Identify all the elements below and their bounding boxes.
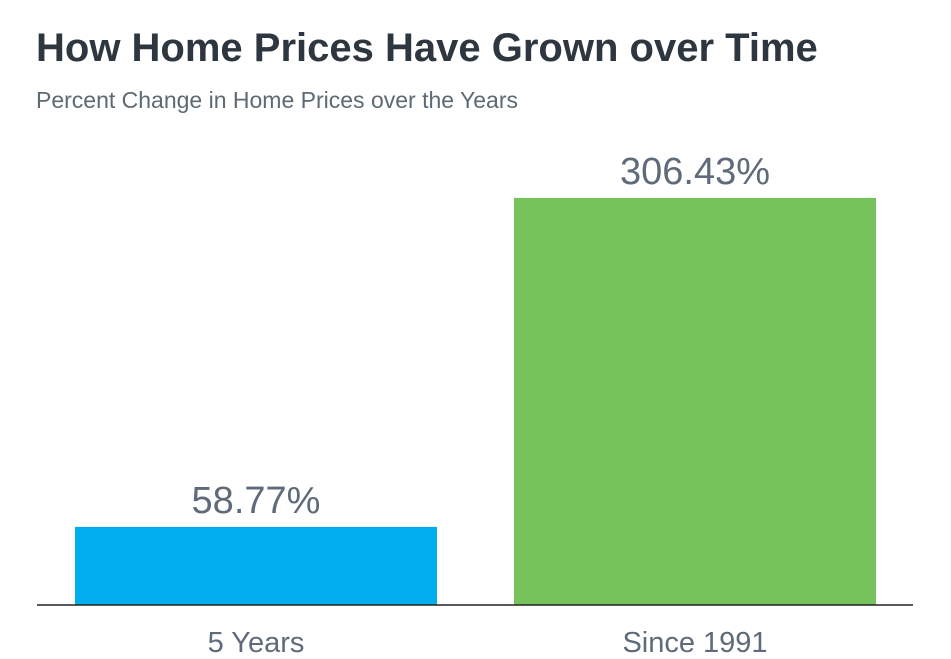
bar-1 — [75, 526, 437, 605]
chart-subtitle: Percent Change in Home Prices over the Y… — [36, 87, 518, 113]
data-label-2: 306.43% — [620, 151, 770, 193]
bar-2 — [514, 197, 876, 605]
chart-title: How Home Prices Have Grown over Time — [36, 26, 818, 70]
x-tick-label-1: 5 Years — [208, 627, 305, 659]
x-tick-label-2: Since 1991 — [622, 627, 767, 659]
data-label-1: 58.77% — [192, 480, 321, 522]
